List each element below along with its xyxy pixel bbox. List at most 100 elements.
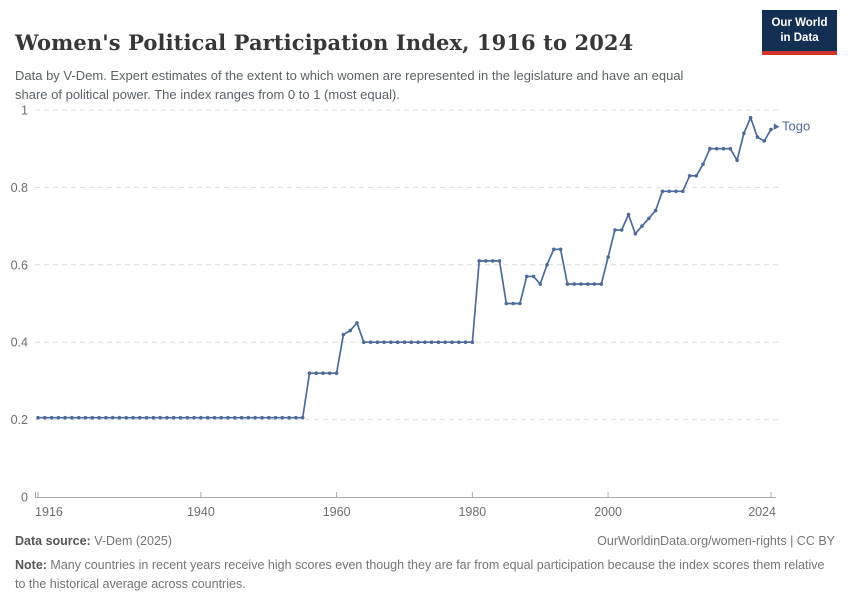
data-point: [362, 340, 366, 345]
y-axis-tick-label: 0.6: [11, 258, 28, 272]
data-point: [307, 371, 312, 376]
data-point: [721, 146, 726, 151]
data-point: [124, 415, 128, 420]
chart-subtitle: Data by V-Dem. Expert estimates of the e…: [15, 68, 684, 102]
data-point: [484, 259, 488, 263]
data-point: [558, 247, 563, 252]
data-point: [531, 274, 536, 279]
data-point: [328, 371, 332, 376]
data-point: [511, 301, 515, 306]
label-arrow-icon: [773, 123, 780, 130]
data-point: [565, 282, 570, 286]
data-point: [748, 115, 753, 120]
data-point: [110, 415, 115, 420]
data-point: [246, 415, 251, 420]
data-point: [117, 415, 122, 420]
x-axis-tick-label: 2024: [748, 505, 776, 519]
data-point: [735, 158, 739, 163]
data-point: [708, 146, 712, 151]
data-point: [260, 415, 264, 420]
data-point: [36, 415, 40, 420]
data-point: [144, 415, 149, 420]
data-source-value: V-Dem (2025): [90, 534, 173, 548]
data-point: [436, 340, 441, 345]
data-point: [226, 415, 230, 420]
owid-url-link[interactable]: OurWorldinData.org/women-rights | CC BY: [597, 534, 835, 548]
data-point: [463, 340, 468, 345]
data-point: [43, 415, 47, 420]
data-point: [56, 415, 61, 420]
data-point: [70, 415, 74, 420]
data-point: [63, 415, 67, 420]
data-point: [171, 415, 176, 420]
data-point: [701, 162, 705, 166]
data-point: [653, 208, 658, 213]
owid-logo[interactable]: Our World in Data: [762, 10, 837, 55]
data-point: [660, 189, 665, 194]
footer-note: Note: Many countries in recent years rec…: [15, 556, 827, 593]
data-point: [687, 174, 692, 178]
x-axis-tick-label: 1916: [35, 505, 63, 519]
data-point: [667, 189, 671, 194]
y-axis-tick-label: 1: [21, 104, 28, 118]
x-axis-tick-label: 1980: [458, 505, 486, 519]
data-point: [477, 259, 482, 263]
data-point: [389, 340, 393, 345]
data-point: [647, 216, 651, 221]
data-point: [429, 340, 434, 345]
data-point: [151, 415, 156, 420]
data-point: [334, 371, 339, 376]
y-axis-tick-label: 0: [21, 491, 28, 505]
data-point: [294, 415, 298, 420]
data-point: [626, 212, 631, 217]
data-point: [131, 415, 135, 420]
data-point: [341, 332, 346, 337]
chart-title: Women's Political Participation Index, 1…: [15, 30, 634, 56]
note-text: Many countries in recent years receive h…: [15, 558, 825, 591]
data-point: [178, 415, 183, 420]
data-point: [253, 415, 257, 420]
data-point: [619, 228, 624, 232]
data-point: [49, 415, 54, 420]
data-point: [613, 228, 617, 232]
data-point: [586, 282, 590, 286]
data-point: [90, 415, 95, 420]
data-point: [267, 415, 271, 420]
data-point: [457, 340, 461, 345]
data-point: [287, 415, 291, 420]
data-point: [714, 146, 719, 151]
data-point: [681, 189, 685, 194]
data-point: [97, 415, 101, 420]
togo-line: [37, 116, 772, 419]
x-axis-tick-label: 2000: [594, 505, 622, 519]
y-axis-tick-label: 0.4: [11, 336, 28, 350]
data-point: [368, 340, 373, 345]
data-point: [348, 328, 353, 333]
y-axis-tick-label: 0.8: [11, 181, 28, 195]
data-point: [314, 371, 319, 376]
data-point: [192, 415, 196, 420]
data-point: [416, 340, 420, 345]
series-label-togo[interactable]: Togo: [782, 118, 810, 133]
data-point: [375, 340, 380, 345]
data-point: [300, 415, 305, 420]
data-point: [321, 371, 325, 376]
note-label: Note:: [15, 558, 47, 572]
owid-logo-line1: Our World: [771, 17, 828, 29]
data-point: [572, 282, 576, 286]
data-point: [633, 232, 638, 236]
data-point: [158, 415, 162, 420]
data-point: [497, 259, 502, 263]
data-point: [728, 146, 733, 151]
data-point: [694, 174, 699, 178]
data-point: [219, 415, 224, 420]
data-point: [402, 340, 407, 345]
data-point: [104, 415, 108, 420]
data-point: [76, 415, 81, 420]
data-point: [470, 340, 475, 345]
data-source-label: Data source:: [15, 534, 91, 548]
data-point: [185, 415, 190, 420]
data-point: [518, 301, 522, 306]
